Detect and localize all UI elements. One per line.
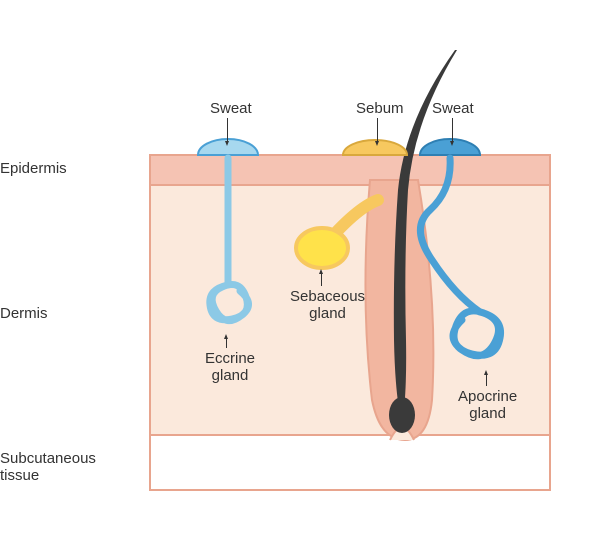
surface-blobs: [198, 139, 480, 155]
sweat-right-pointer: [452, 118, 453, 142]
sebaceous-pointer: [321, 273, 322, 286]
sweat-right-label: Sweat: [432, 100, 474, 117]
apocrine-pointer: [486, 374, 487, 386]
apocrine-label: Apocrine gland: [458, 388, 517, 423]
sebum-label: Sebum: [356, 100, 404, 117]
skin-diagram: Epidermis Dermis Subcutaneous tissue Swe…: [0, 0, 600, 551]
dermis-label: Dermis: [0, 305, 48, 322]
eccrine-label: Eccrine gland: [205, 350, 255, 385]
skin-box: [150, 155, 550, 490]
sweat-left-pointer: [227, 118, 228, 142]
epidermis-label: Epidermis: [0, 160, 67, 177]
sebum-pointer: [377, 118, 378, 142]
sebaceous-label: Sebaceous gland: [290, 288, 365, 323]
subcutaneous-label: Subcutaneous tissue: [0, 450, 96, 484]
eccrine-pointer: [226, 338, 227, 348]
sweat-left-label: Sweat: [210, 100, 252, 117]
